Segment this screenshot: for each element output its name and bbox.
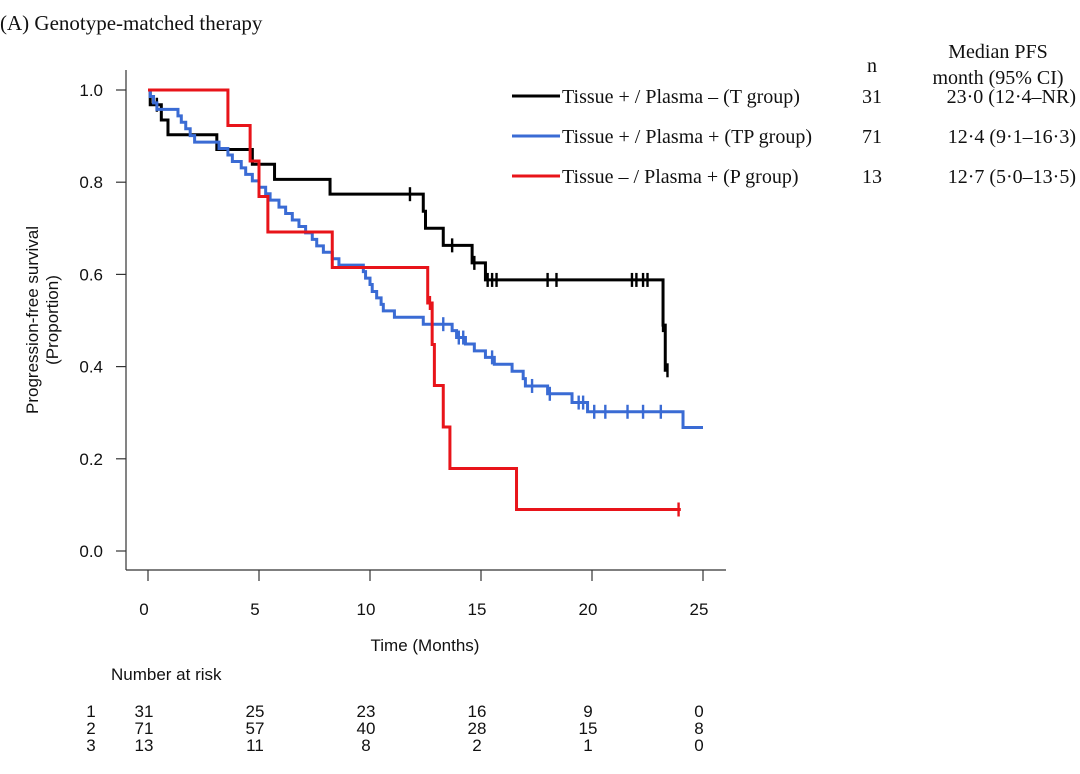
risk-value: 71 [135,719,154,738]
y-axis-title-line2: (Proportion) [43,275,62,365]
risk-value: 13 [135,736,154,755]
risk-value: 15 [579,719,598,738]
x-tick-label: 20 [579,600,598,619]
risk-value: 23 [357,702,376,721]
x-tick-label: 5 [250,600,259,619]
risk-value: 11 [246,736,264,755]
y-tick-label: 0.8 [79,173,103,192]
y-axis-title: Progression-free survival (Proportion) [23,226,62,414]
legend-median: 23·0 (12·4–NR) [947,86,1076,108]
y-tick-label: 0.0 [79,542,103,561]
legend-median: 12·4 (9·1–16·3) [948,126,1076,148]
risk-value: 31 [135,702,154,721]
legend-n: 13 [862,166,882,188]
risk-value: 8 [694,719,703,738]
risk-row: 3 13 11 8 2 1 0 [86,736,703,755]
x-ticks: 0 5 10 15 20 25 [139,570,708,619]
y-axis-title-line1: Progression-free survival [23,226,42,414]
chart-title: (A) Genotype-matched therapy [0,11,263,35]
series-3 [148,88,681,517]
survival-curve [148,88,668,372]
survival-curve [148,88,681,512]
legend-n: 31 [862,86,882,108]
risk-row: 2 71 57 40 28 15 8 [86,719,703,738]
risk-value: 8 [361,736,370,755]
risk-value: 28 [468,719,487,738]
risk-row: 1 31 25 23 16 9 0 [86,702,703,721]
survival-curve [148,88,703,429]
legend-header-median-line2: month (95% CI) [932,67,1063,89]
x-axis-title: Time (Months) [371,636,480,655]
risk-value: 40 [357,719,376,738]
y-tick-label: 0.2 [79,450,103,469]
risk-value: 0 [694,736,703,755]
x-tick-label: 0 [139,600,148,619]
y-tick-label: 0.6 [79,265,103,284]
risk-value: 16 [468,702,487,721]
y-ticks: 0.0 0.2 0.4 0.6 0.8 1.0 [79,81,126,561]
legend-n: 71 [862,126,882,148]
risk-value: 2 [472,736,481,755]
risk-value: 9 [583,702,592,721]
x-tick-label: 15 [468,600,487,619]
risk-value: 0 [694,702,703,721]
legend-header-n: n [867,55,877,77]
legend: n Median PFS month (95% CI) Tissue + / P… [512,41,1076,188]
risk-table: Number at risk 1 31 25 23 16 9 02 71 57 40 28 15 83 1… [86,665,703,755]
risk-table-title: Number at risk [111,665,222,684]
legend-median: 12·7 (5·0–13·5) [948,166,1076,188]
legend-label: Tissue + / Plasma – (T group) [562,86,800,108]
y-tick-label: 1.0 [79,81,103,100]
legend-label: Tissue – / Plasma + (P group) [562,166,798,188]
x-tick-label: 25 [690,600,709,619]
legend-header-median-line1: Median PFS [948,41,1047,63]
series-1 [148,88,669,378]
y-tick-label: 0.4 [79,358,103,377]
risk-row-label: 2 [86,719,95,738]
risk-row-label: 1 [86,702,95,721]
survival-curves [148,88,703,517]
legend-item: Tissue + / Plasma + (TP group) 71 12·4 (9·… [512,126,1076,148]
legend-item: Tissue + / Plasma – (T group) 31 23·0 (12·… [512,86,1076,108]
risk-row-label: 3 [86,736,95,755]
legend-item: Tissue – / Plasma + (P group) 13 12·7 (5·0… [512,166,1076,188]
risk-value: 25 [246,702,265,721]
x-tick-label: 10 [357,600,376,619]
legend-label: Tissue + / Plasma + (TP group) [562,126,812,148]
risk-value: 1 [583,736,592,755]
series-2 [148,88,703,429]
risk-value: 57 [246,719,265,738]
